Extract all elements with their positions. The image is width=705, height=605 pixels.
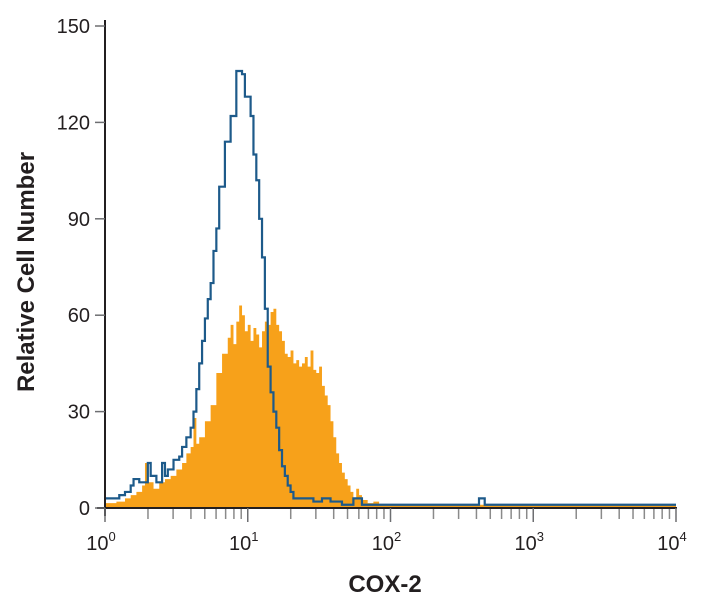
x-tick-label: 104 xyxy=(657,529,686,555)
x-tick-label: 101 xyxy=(229,529,258,555)
y-tick-label: 30 xyxy=(68,402,90,424)
axes: 0 30 60 90 120 150 100 101 102 103 104 xyxy=(57,16,687,555)
y-tick-label: 90 xyxy=(68,209,90,231)
y-tick-label: 120 xyxy=(57,112,90,134)
x-tick-label: 100 xyxy=(86,529,115,555)
isotype-histogram-line xyxy=(105,69,676,506)
stained-histogram-fill xyxy=(105,305,676,508)
x-axis-title: COX-2 xyxy=(348,571,421,598)
x-axis-ticks: 100 101 102 103 104 xyxy=(86,508,687,555)
y-tick-label: 0 xyxy=(79,498,90,520)
y-tick-label: 150 xyxy=(57,16,90,38)
y-axis-title: Relative Cell Number xyxy=(13,152,40,392)
y-tick-label: 60 xyxy=(68,305,90,327)
x-tick-label: 103 xyxy=(515,529,544,555)
x-tick-label: 102 xyxy=(372,529,401,555)
y-axis-ticks: 0 30 60 90 120 150 xyxy=(57,16,105,520)
histogram-series xyxy=(105,69,676,508)
